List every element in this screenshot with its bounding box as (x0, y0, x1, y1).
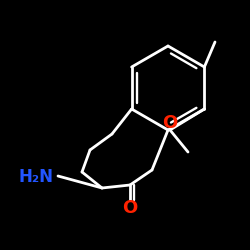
Text: O: O (122, 199, 138, 217)
Text: O: O (162, 114, 178, 132)
Text: H₂N: H₂N (18, 168, 54, 186)
